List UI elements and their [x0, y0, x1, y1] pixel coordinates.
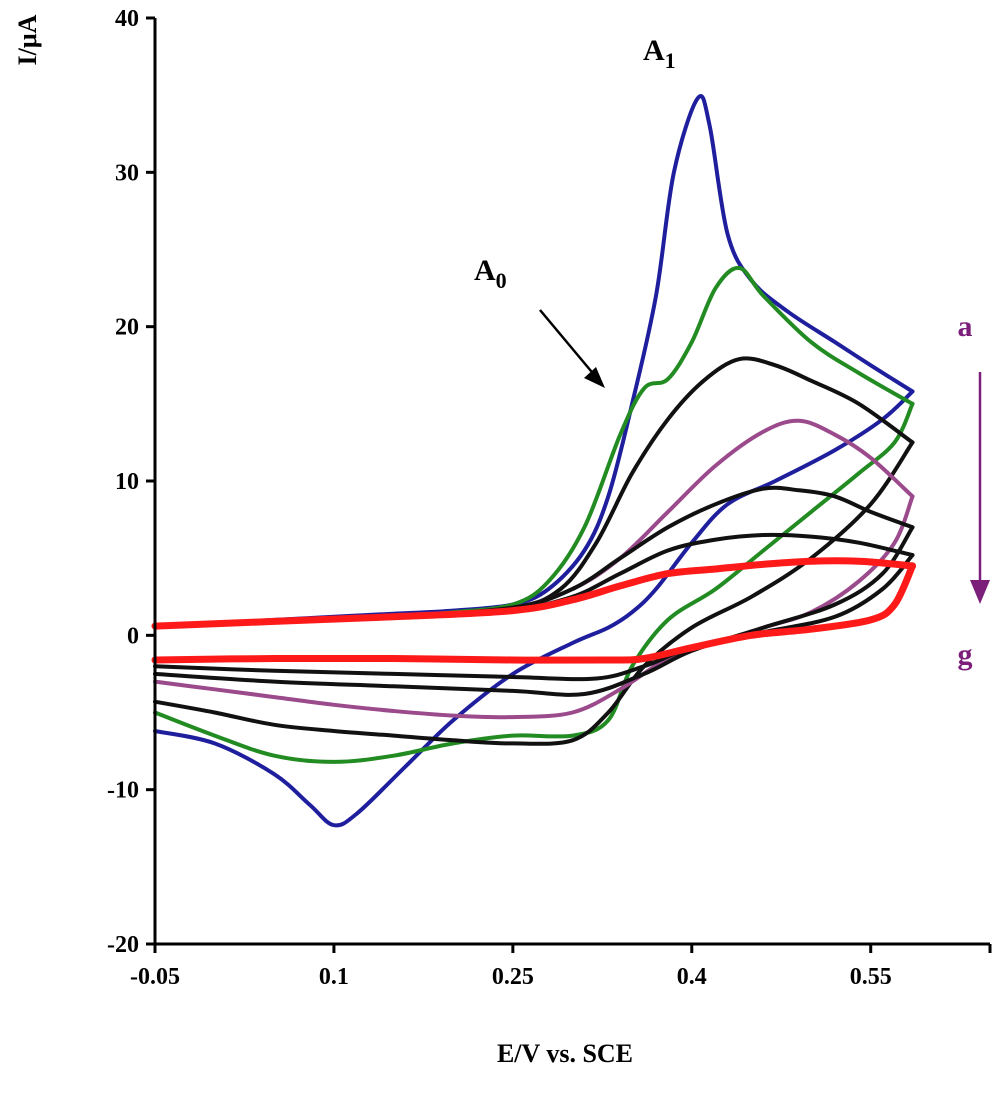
y-tick-label: -10 — [107, 778, 139, 804]
x-tick-label: 0.4 — [677, 964, 707, 990]
x-tick-label: 0.25 — [492, 964, 534, 990]
peak-label-a0: A0 — [474, 254, 507, 293]
series-layer — [151, 94, 916, 828]
cv-series-6-cathodic-branch — [153, 553, 915, 682]
y-tick-label: 10 — [115, 469, 139, 495]
peak-label-a1: A1 — [643, 34, 676, 73]
cv-series-6-anodic-branch — [153, 532, 915, 629]
cv-series-7-cathodic-branch — [151, 562, 916, 664]
cv-series-7-anodic-branch — [151, 557, 916, 630]
peak-label-a0-sub: 0 — [496, 268, 507, 293]
cv-series-2-cathodic-branch — [153, 401, 915, 764]
annotations: A1 A0 a g — [474, 34, 990, 671]
y-axis-title: I/μA — [13, 14, 42, 65]
a0-pointer-arrowhead — [584, 367, 605, 388]
cv-series-4-cathodic-branch — [153, 494, 915, 720]
peak-label-a1-main: A — [643, 34, 665, 67]
y-tick-label: 0 — [127, 623, 139, 649]
cv-series-1-anodic-branch — [153, 94, 915, 629]
peak-label-a1-sub: 1 — [665, 48, 676, 73]
y-ticks: -20 -10 0 10 20 30 40 — [107, 6, 155, 958]
y-tick-label: 20 — [115, 315, 139, 341]
series-order-label-g: g — [958, 638, 973, 671]
y-tick-label: 30 — [115, 160, 139, 186]
x-tick-label: 0.55 — [850, 964, 892, 990]
x-axis-title: E/V vs. SCE — [497, 1039, 633, 1068]
series-order-label-a: a — [958, 310, 973, 343]
a0-pointer-arrow — [539, 309, 597, 378]
cv-series-5-cathodic-branch — [153, 525, 915, 697]
series-order-arrowhead — [970, 580, 990, 604]
y-tick-label: 40 — [115, 6, 139, 32]
x-tick-label: -0.05 — [130, 964, 180, 990]
peak-label-a0-main: A — [474, 254, 496, 287]
x-ticks: -0.05 0.1 0.25 0.4 0.55 — [130, 944, 992, 990]
cv-series-1-cathodic-branch — [153, 389, 915, 828]
x-tick-label: 0.1 — [319, 964, 349, 990]
y-tick-label: -20 — [107, 932, 139, 958]
